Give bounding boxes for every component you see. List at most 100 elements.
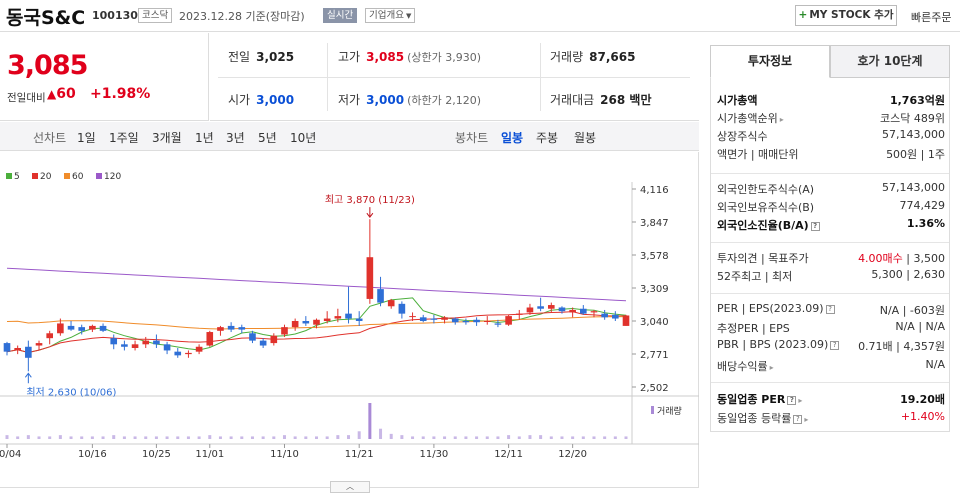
- volume-bar: [603, 436, 607, 439]
- candle-body: [537, 306, 544, 309]
- stock-name: 동국S&C: [6, 7, 86, 29]
- volume-bar: [37, 436, 41, 439]
- trade-amount: 거래대금 268 백만: [550, 93, 652, 107]
- candle-chart-label[interactable]: 봉차트: [455, 131, 489, 145]
- info-value: 500원 | 1주: [886, 148, 945, 161]
- candle-body: [89, 325, 96, 330]
- candle-body: [153, 340, 160, 345]
- tab-10y[interactable]: 10년: [290, 131, 317, 145]
- volume-bar: [613, 436, 617, 439]
- line-chart-label[interactable]: 선차트: [33, 131, 67, 145]
- candle-body: [601, 313, 608, 318]
- tab-monthly[interactable]: 월봉: [574, 131, 597, 145]
- chart-tabs: 선차트 1일 1주일 3개월 1년 3년 5년 10년 봉차트 일봉 주봉 월봉: [0, 122, 699, 151]
- volume-bar: [69, 436, 73, 439]
- info-row: 동일업종 등락률? ▸ +1.40%: [717, 410, 945, 428]
- info-label: 추정PER | EPS: [717, 322, 790, 335]
- chevron-right-icon[interactable]: ▸: [804, 415, 809, 424]
- info-row: 추정PER | EPS N/A | N/A: [717, 320, 945, 338]
- candle-body: [441, 317, 448, 320]
- candle-body: [35, 343, 43, 346]
- info-value: N/A | -603원: [879, 304, 945, 317]
- realtime-button[interactable]: 실시간: [323, 8, 358, 23]
- volume-bar: [282, 435, 286, 439]
- help-icon[interactable]: ?: [830, 341, 840, 350]
- candle-body: [558, 307, 566, 312]
- volume-legend-swatch: [651, 406, 654, 414]
- help-icon[interactable]: ?: [810, 222, 820, 231]
- volume-bar: [624, 436, 628, 439]
- volume-bar: [581, 436, 585, 439]
- volume-bar: [229, 436, 233, 439]
- info-row: 시가총액 1,763억원: [717, 92, 945, 110]
- tab-weekly[interactable]: 주봉: [536, 131, 559, 145]
- info-value: 774,429: [899, 199, 946, 212]
- volume-bar: [528, 435, 532, 439]
- tab-1y[interactable]: 1년: [195, 131, 214, 145]
- quick-order-link[interactable]: 빠른주문: [911, 11, 952, 24]
- help-icon[interactable]: ?: [787, 396, 797, 405]
- prev-close: 전일 3,025: [228, 50, 295, 64]
- candle-body: [505, 316, 512, 325]
- up-triangle-icon: ▲: [47, 87, 57, 101]
- candle-body: [355, 318, 363, 321]
- volume-bar: [186, 436, 190, 439]
- volume-bar: [261, 436, 265, 439]
- volume-bar: [464, 436, 468, 439]
- candlestick-svg[interactable]: 4,116 3,847 3,578 3,309 3,040 2,771 2,502 거래량 최고…: [0, 152, 699, 488]
- volume-bar: [154, 436, 158, 439]
- info-row: 시가총액순위 ▸ 코스닥 489위: [717, 110, 945, 128]
- legend-ma5: 5: [6, 172, 20, 182]
- info-value: 1,763억원: [889, 94, 945, 107]
- info-value: 19.20배: [900, 393, 945, 406]
- volume-bar: [485, 436, 489, 439]
- add-mystock-button[interactable]: + MY STOCK 추가: [795, 5, 897, 26]
- change-percent: +1.98%: [90, 86, 151, 102]
- candle-body: [612, 314, 619, 319]
- info-value: N/A | N/A: [895, 320, 945, 333]
- info-row: 외국인한도주식수(A) 57,143,000: [717, 181, 945, 199]
- info-value: 코스닥 489위: [880, 112, 945, 125]
- candle-body: [46, 333, 53, 339]
- chevron-right-icon[interactable]: ▸: [798, 396, 803, 405]
- tab-3m[interactable]: 3개월: [152, 131, 182, 145]
- y-tick-label: 2,771: [640, 350, 669, 361]
- info-row: 외국인소진율(B/A)? 1.36%: [717, 217, 945, 235]
- volume-bar: [304, 436, 308, 439]
- volume-bar: [411, 436, 415, 439]
- volume-bar: [560, 436, 564, 439]
- chevron-right-icon[interactable]: ▸: [769, 363, 774, 372]
- tab-3y[interactable]: 3년: [226, 131, 245, 145]
- info-value: 5,300 | 2,630: [871, 268, 945, 281]
- help-icon[interactable]: ?: [825, 305, 835, 314]
- legend-ma20: 20: [32, 172, 51, 182]
- tab-investment-info[interactable]: 투자정보: [710, 45, 830, 78]
- candle-body: [419, 317, 427, 321]
- help-icon[interactable]: ?: [793, 415, 803, 424]
- tab-1w[interactable]: 1주일: [109, 131, 139, 145]
- volume-bar: [379, 428, 383, 439]
- tab-daily[interactable]: 일봉: [501, 131, 524, 145]
- info-label: 52주최고 | 최저: [717, 270, 793, 283]
- tab-1d[interactable]: 1일: [77, 131, 96, 145]
- stock-code: 100130: [92, 9, 138, 22]
- volume-bar: [272, 436, 276, 439]
- company-info-dropdown[interactable]: 기업개요 ▼: [365, 8, 416, 23]
- candle-body: [249, 333, 256, 341]
- legend-ma120: 120: [96, 172, 121, 182]
- volume-bar: [293, 436, 297, 439]
- current-price: 3,085: [7, 50, 88, 81]
- volume-bar: [5, 435, 9, 439]
- candle-body: [345, 313, 352, 319]
- high-price: 고가 3,085 (상한가 3,930): [338, 50, 481, 64]
- volume-bar: [592, 436, 596, 439]
- tab-orderbook-10[interactable]: 호가 10단계: [830, 45, 950, 78]
- chevron-right-icon[interactable]: ▸: [779, 115, 784, 124]
- chart-collapse-handle[interactable]: ︿: [330, 481, 370, 493]
- tab-5y[interactable]: 5년: [258, 131, 277, 145]
- volume-bar: [90, 436, 94, 439]
- volume-bar: [549, 436, 553, 439]
- volume-bar: [315, 436, 318, 439]
- ma20-line: [6, 311, 627, 354]
- info-label: 투자의견 | 목표주가: [717, 252, 809, 265]
